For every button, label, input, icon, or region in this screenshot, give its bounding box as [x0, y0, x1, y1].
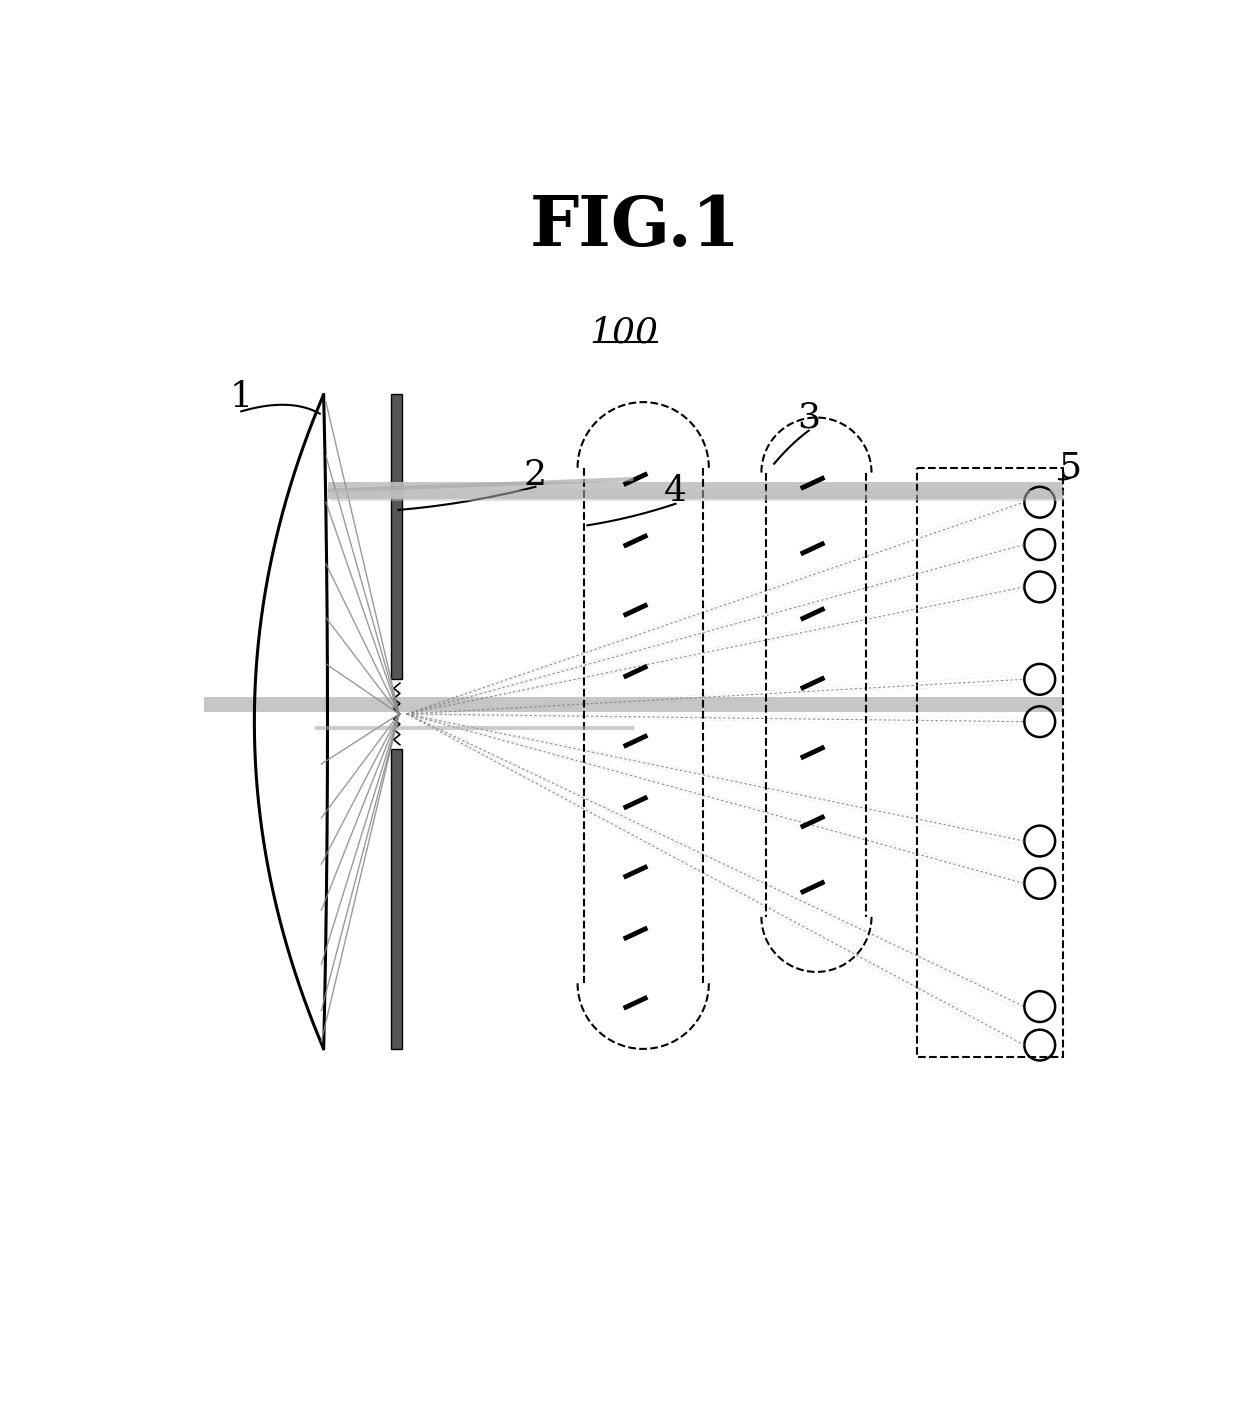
Text: 2: 2 [523, 458, 547, 492]
Bar [916, 468, 1063, 1057]
Bar [392, 395, 402, 679]
Text: 5: 5 [1059, 451, 1083, 485]
Text: 4: 4 [665, 473, 687, 508]
Bar [327, 482, 1063, 499]
Text: 100: 100 [589, 315, 658, 349]
Bar [205, 697, 1063, 713]
Text: 3: 3 [797, 401, 821, 435]
Bar [392, 749, 402, 1050]
Text: 1: 1 [229, 379, 253, 414]
Text: FIG.1: FIG.1 [529, 193, 742, 260]
